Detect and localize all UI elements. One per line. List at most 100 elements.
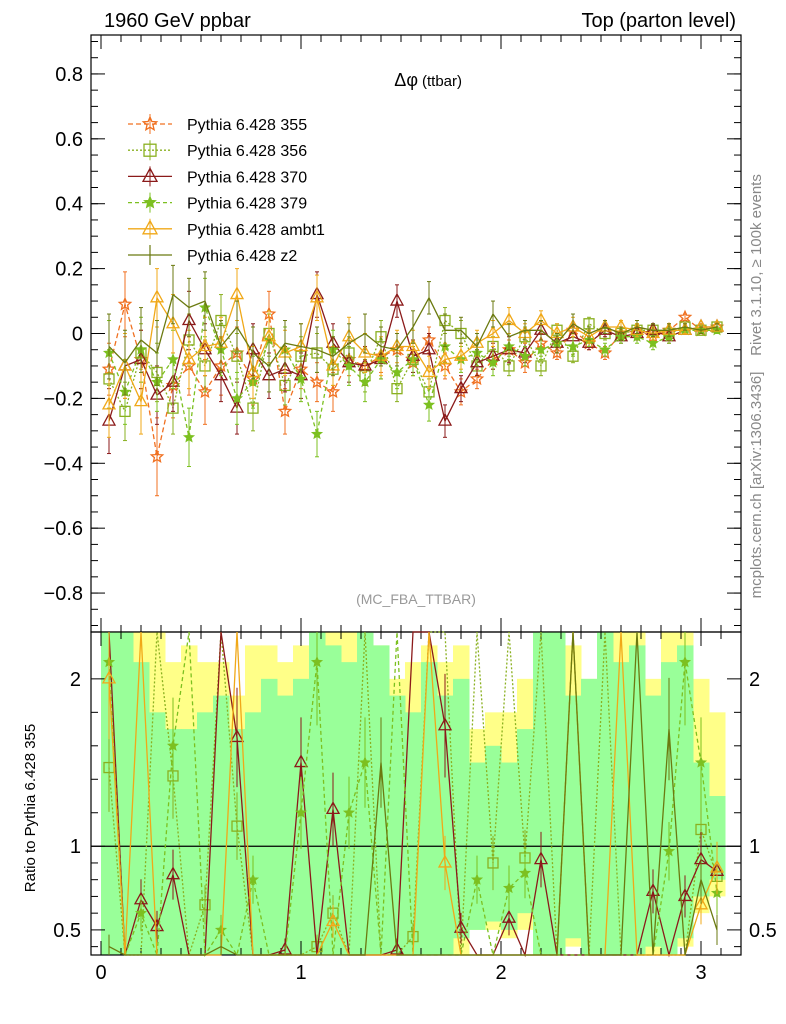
- marker-triangle: [213, 367, 229, 381]
- marker-square: [231, 820, 243, 832]
- marker-square: [407, 930, 419, 943]
- marker-triangle: [677, 888, 693, 902]
- x-tick-label: 1: [295, 962, 306, 984]
- marker-triangle: [149, 918, 165, 932]
- legend: Pythia 6.428 355 Pythia 6.428 356 Pythia 6…: [128, 114, 325, 265]
- marker-triangle: [325, 913, 341, 927]
- mcplots-label: mcplots.cern.ch [arXiv:1306.3436]: [748, 372, 765, 599]
- band-green-bin: [549, 632, 566, 955]
- header-left: 1960 GeV ppbar: [104, 10, 251, 32]
- marker-star-filled: [486, 356, 500, 368]
- marker-square: [487, 857, 499, 869]
- band-green-bin: [197, 712, 214, 955]
- ratio-series-line: [108, 631, 718, 956]
- band-green-bin: [613, 662, 630, 955]
- main-title: Δφ: [394, 70, 418, 90]
- marker-triangle: [581, 328, 597, 342]
- marker-triangle: [101, 396, 117, 410]
- y-tick-label: 0: [72, 324, 83, 346]
- marker-star-filled: [422, 398, 436, 410]
- watermark: (MC_FBA_TTBAR): [356, 591, 476, 607]
- band-green-bin: [581, 678, 598, 955]
- band-green-bin: [565, 695, 582, 939]
- marker-star: [277, 403, 293, 418]
- marker-square: [103, 761, 115, 774]
- series-4: [101, 268, 725, 438]
- marker-triangle: [453, 347, 469, 361]
- band-green-bin: [629, 645, 646, 955]
- band-green-bin: [309, 632, 326, 955]
- marker-star-filled: [342, 359, 356, 372]
- marker-star-filled: [143, 195, 157, 209]
- marker-star: [197, 384, 213, 399]
- x-tick-label: 3: [695, 962, 706, 984]
- band-green-bin: [213, 695, 230, 955]
- marker-star: [309, 374, 325, 389]
- marker-star-filled: [502, 881, 516, 894]
- marker-star-filled: [166, 353, 180, 365]
- rivet-label: Rivet 3.1.10, ≥ 100k events: [748, 174, 765, 356]
- marker-triangle: [141, 219, 159, 235]
- marker-star-filled: [694, 756, 708, 768]
- marker-square: [143, 143, 157, 157]
- y-tick-label: 0.4: [55, 194, 83, 216]
- legend-label: Pythia 6.428 z2: [187, 248, 297, 265]
- band-green-bin: [485, 745, 502, 922]
- main-plot: −0.8 −0.6 −0.4 −0.2 0 0.2 0.4 0.6 0.8 Pythia 6.42…: [44, 34, 742, 633]
- y-tick-label: 0.2: [55, 259, 83, 281]
- marker-triangle: [453, 380, 469, 394]
- marker-triangle: [229, 729, 245, 743]
- marker-triangle: [437, 351, 453, 365]
- marker-triangle: [101, 670, 117, 684]
- marker-triangle: [165, 315, 181, 329]
- marker-triangle: [709, 859, 725, 873]
- ratio-y-tick-label: 1: [70, 836, 81, 858]
- band-green-bin: [533, 632, 550, 955]
- series-0: [101, 271, 725, 497]
- band-green-bin: [261, 678, 278, 955]
- marker-triangle: [453, 919, 469, 933]
- band-green-bin: [389, 695, 406, 955]
- marker-triangle: [389, 292, 405, 306]
- marker-star-filled: [230, 392, 244, 404]
- legend-label: Pythia 6.428 370: [187, 169, 307, 186]
- marker-triangle: [197, 338, 213, 352]
- marker-star-filled: [678, 655, 692, 668]
- marker-star-filled: [358, 756, 372, 768]
- marker-star: [117, 296, 133, 311]
- marker-triangle: [693, 896, 709, 910]
- marker-star-filled: [310, 655, 324, 668]
- marker-star-filled: [390, 366, 404, 378]
- series-5: [107, 264, 719, 396]
- marker-star-filled: [342, 806, 356, 818]
- marker-square: [535, 360, 547, 372]
- ratio-plot: 0 1 2 3 0.5 0.5 1 1 2 2: [53, 631, 777, 984]
- marker-triangle: [485, 325, 501, 339]
- x-tick-label: 2: [495, 962, 506, 984]
- marker-triangle: [309, 289, 325, 303]
- band-green-bin: [421, 662, 438, 955]
- marker-triangle: [421, 341, 437, 355]
- ratio-bands: [101, 632, 726, 955]
- band-green-bin: [117, 632, 134, 955]
- band-green-bin: [517, 729, 534, 914]
- y-tick-label: −0.4: [44, 453, 83, 475]
- marker-star-filled: [294, 372, 308, 385]
- marker-triangle: [501, 909, 517, 923]
- marker-star-filled: [662, 844, 676, 857]
- marker-triangle: [229, 286, 245, 300]
- ratio-ylabel: Ratio to Pythia 6.428 355: [22, 724, 39, 892]
- marker-star: [469, 371, 485, 386]
- marker-triangle: [533, 851, 549, 865]
- marker-star-filled: [518, 349, 532, 362]
- marker-triangle: [405, 338, 421, 352]
- band-green-bin: [453, 678, 470, 939]
- band-green-bin: [277, 695, 294, 955]
- marker-star-filled: [470, 873, 484, 885]
- marker-triangle: [437, 854, 453, 868]
- marker-triangle: [437, 717, 453, 731]
- marker-star-filled: [518, 866, 532, 879]
- marker-star: [677, 309, 693, 324]
- series-3: [102, 277, 724, 468]
